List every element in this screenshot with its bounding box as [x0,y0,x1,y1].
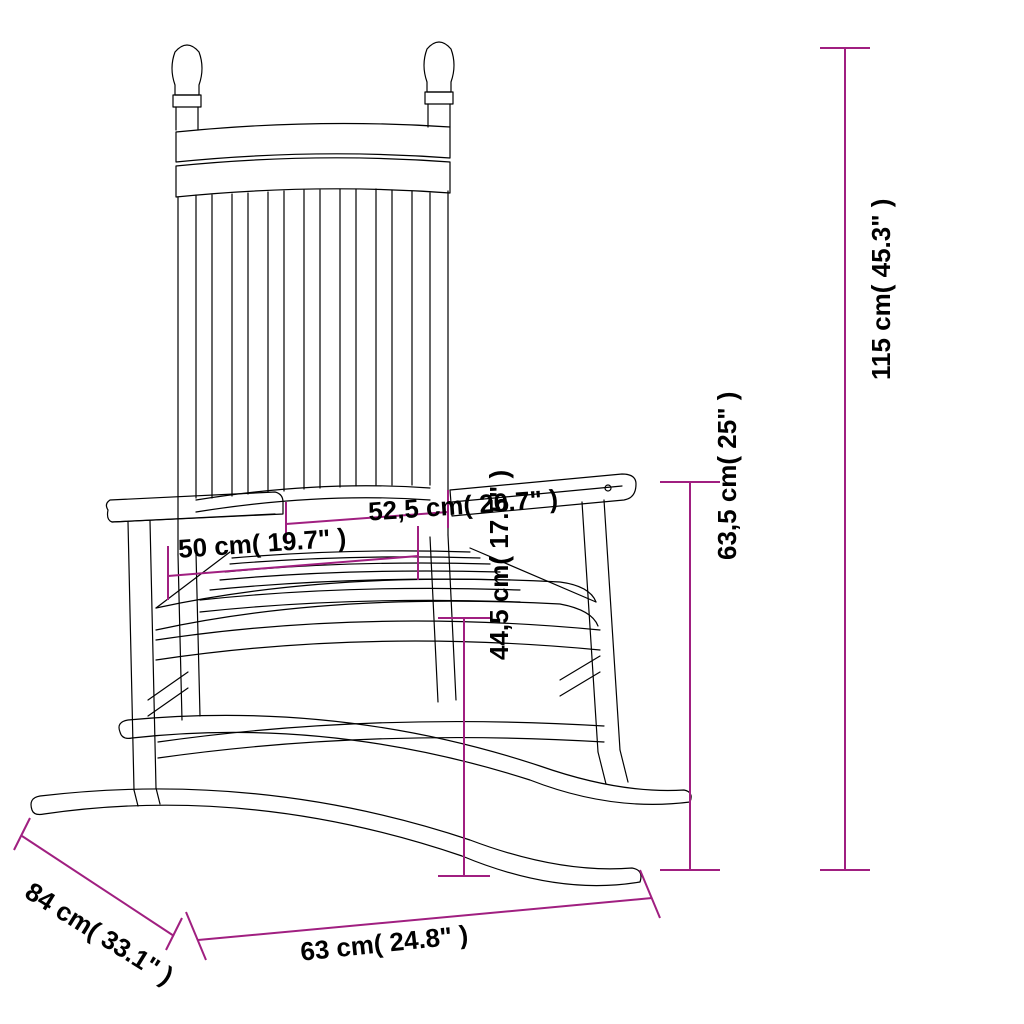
dim-armrest-height: 63,5 cm( 25" ) [712,392,743,560]
dim-total-height: 115 cm( 45.3" ) [866,199,897,380]
